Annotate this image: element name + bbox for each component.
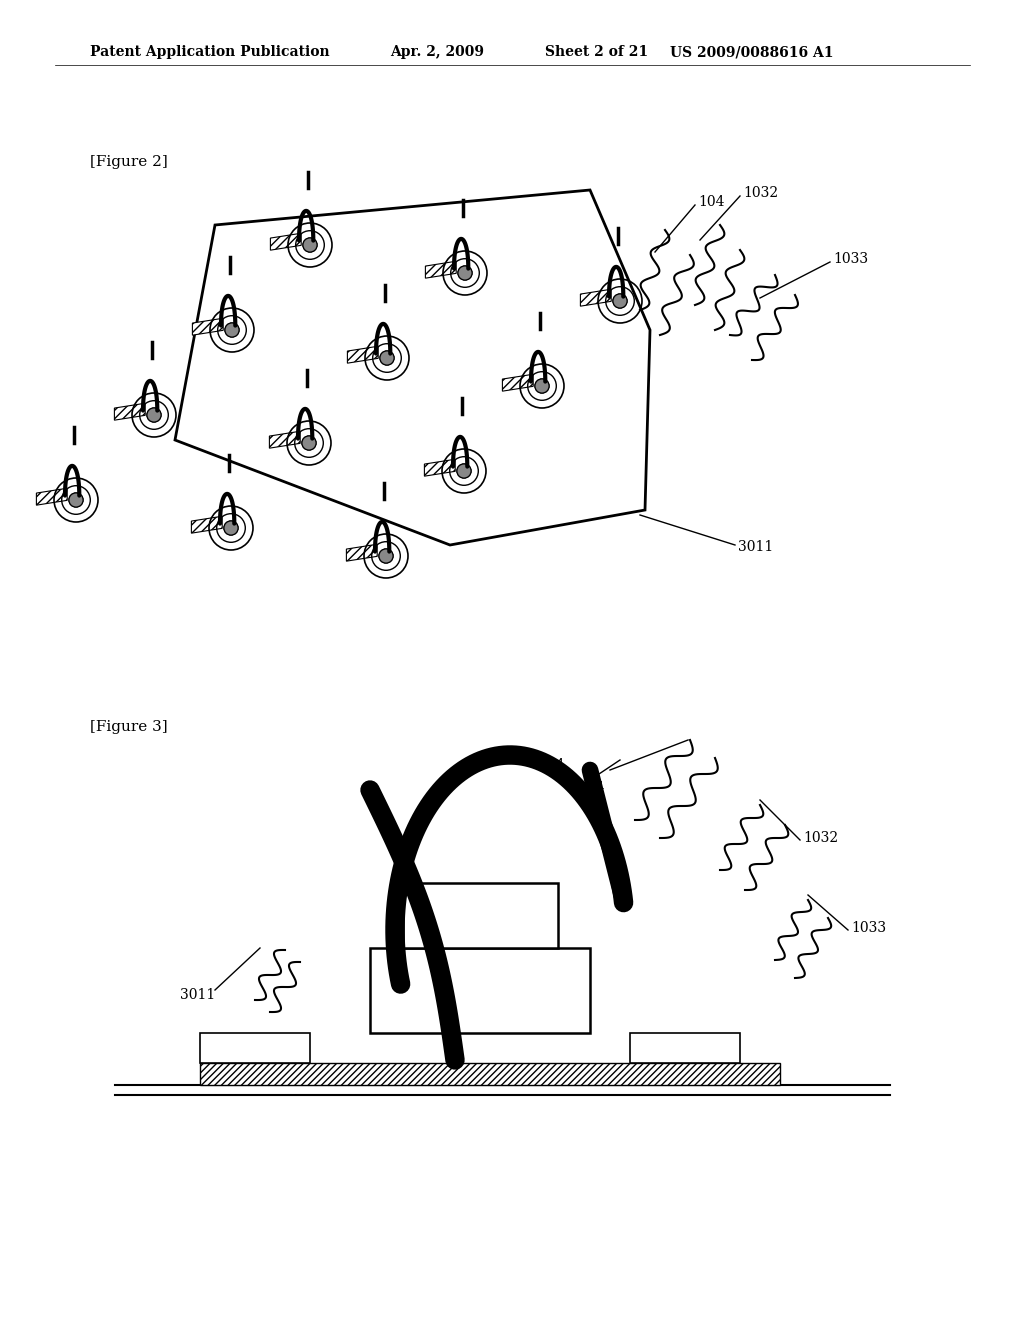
Text: 3011: 3011	[180, 987, 215, 1002]
Circle shape	[613, 294, 627, 308]
Text: 3011: 3011	[738, 540, 773, 554]
Text: 1032: 1032	[743, 186, 778, 201]
Circle shape	[302, 436, 316, 450]
Bar	[200, 1034, 310, 1063]
Circle shape	[225, 323, 239, 337]
Circle shape	[379, 549, 393, 564]
Bar	[370, 948, 590, 1034]
Circle shape	[458, 265, 472, 280]
Circle shape	[303, 238, 317, 252]
Polygon shape	[503, 375, 534, 391]
Circle shape	[535, 379, 549, 393]
Circle shape	[69, 492, 83, 507]
Bar	[403, 883, 558, 948]
Text: Apr. 2, 2009: Apr. 2, 2009	[390, 45, 484, 59]
Circle shape	[302, 436, 316, 450]
Polygon shape	[191, 516, 222, 533]
Text: 104: 104	[698, 195, 725, 209]
Circle shape	[225, 323, 239, 337]
Bar	[630, 1034, 740, 1063]
Polygon shape	[581, 289, 611, 306]
Circle shape	[458, 265, 472, 280]
Circle shape	[535, 379, 549, 393]
Bar	[200, 1063, 780, 1085]
Circle shape	[457, 463, 471, 478]
Polygon shape	[346, 544, 377, 561]
Text: 104: 104	[578, 781, 604, 795]
Polygon shape	[425, 261, 457, 279]
Text: 1033: 1033	[851, 921, 886, 935]
Text: [Figure 2]: [Figure 2]	[90, 154, 168, 169]
Circle shape	[303, 238, 317, 252]
Text: 104: 104	[538, 758, 564, 772]
Polygon shape	[193, 318, 223, 335]
Text: 1033: 1033	[833, 252, 868, 267]
Polygon shape	[37, 488, 68, 506]
Circle shape	[147, 408, 161, 422]
Circle shape	[457, 463, 471, 478]
Circle shape	[224, 521, 238, 535]
Polygon shape	[347, 346, 378, 363]
Polygon shape	[269, 432, 300, 449]
Polygon shape	[115, 403, 145, 420]
Circle shape	[380, 351, 394, 366]
Text: Sheet 2 of 21: Sheet 2 of 21	[545, 45, 648, 59]
Text: [Figure 3]: [Figure 3]	[90, 719, 168, 734]
Circle shape	[147, 408, 161, 422]
Circle shape	[379, 549, 393, 564]
Polygon shape	[424, 459, 456, 477]
Circle shape	[380, 351, 394, 366]
Polygon shape	[270, 234, 301, 251]
Circle shape	[613, 294, 627, 308]
Polygon shape	[175, 190, 650, 545]
Text: Patent Application Publication: Patent Application Publication	[90, 45, 330, 59]
Circle shape	[224, 521, 238, 535]
Text: US 2009/0088616 A1: US 2009/0088616 A1	[670, 45, 834, 59]
Circle shape	[69, 492, 83, 507]
Text: 1032: 1032	[803, 832, 838, 845]
